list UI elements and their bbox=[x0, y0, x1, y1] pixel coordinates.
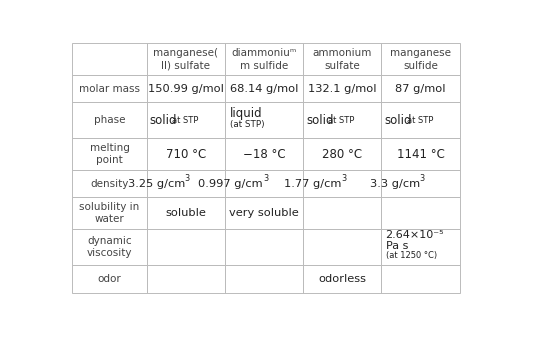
Text: 1.77 g/cm: 1.77 g/cm bbox=[284, 178, 341, 189]
Bar bbox=[381, 76, 460, 102]
Text: 3: 3 bbox=[185, 174, 190, 183]
Text: solid: solid bbox=[150, 114, 177, 127]
Text: solubility in
water: solubility in water bbox=[79, 202, 140, 224]
Text: odorless: odorless bbox=[318, 274, 366, 284]
Text: dynamic
viscosity: dynamic viscosity bbox=[87, 236, 132, 258]
Bar bbox=[225, 197, 303, 229]
Text: 68.14 g/mol: 68.14 g/mol bbox=[230, 84, 298, 94]
Text: molar mass: molar mass bbox=[79, 84, 140, 94]
Bar bbox=[225, 229, 303, 265]
Text: 3.25 g/cm: 3.25 g/cm bbox=[128, 178, 185, 189]
Text: odor: odor bbox=[98, 274, 121, 284]
Bar bbox=[225, 138, 303, 170]
Text: 0.997 g/cm: 0.997 g/cm bbox=[199, 178, 263, 189]
Text: 1141 °C: 1141 °C bbox=[396, 148, 444, 161]
Bar bbox=[303, 43, 381, 76]
Bar bbox=[381, 43, 460, 76]
Text: diammoniuᵐ
m sulfide: diammoniuᵐ m sulfide bbox=[232, 48, 296, 71]
Bar bbox=[381, 170, 460, 197]
Bar bbox=[146, 229, 225, 265]
Text: 87 g/mol: 87 g/mol bbox=[395, 84, 446, 94]
Text: manganese(
II) sulfate: manganese( II) sulfate bbox=[153, 48, 218, 71]
Bar bbox=[146, 102, 225, 138]
Bar bbox=[381, 197, 460, 229]
Bar bbox=[225, 170, 303, 197]
Text: 3.3 g/cm: 3.3 g/cm bbox=[370, 178, 420, 189]
Bar bbox=[146, 43, 225, 76]
Bar bbox=[225, 76, 303, 102]
Text: melting
point: melting point bbox=[90, 143, 129, 165]
Bar bbox=[73, 43, 146, 76]
Bar bbox=[146, 138, 225, 170]
Text: liquid: liquid bbox=[230, 107, 263, 119]
Text: 132.1 g/mol: 132.1 g/mol bbox=[308, 84, 377, 94]
Text: solid: solid bbox=[306, 114, 334, 127]
Text: Pa s: Pa s bbox=[385, 240, 408, 251]
Text: phase: phase bbox=[94, 115, 125, 125]
Text: 3: 3 bbox=[341, 174, 347, 183]
Text: 2.64×10⁻⁵: 2.64×10⁻⁵ bbox=[385, 230, 444, 240]
Bar bbox=[73, 197, 146, 229]
Bar bbox=[303, 138, 381, 170]
Bar bbox=[303, 102, 381, 138]
Text: density: density bbox=[90, 178, 129, 189]
Bar bbox=[73, 170, 146, 197]
Text: very soluble: very soluble bbox=[229, 208, 299, 218]
Bar bbox=[146, 265, 225, 293]
Bar bbox=[73, 229, 146, 265]
Text: 3: 3 bbox=[420, 174, 425, 183]
Text: (at 1250 °C): (at 1250 °C) bbox=[385, 251, 437, 260]
Text: (at STP): (at STP) bbox=[230, 120, 264, 129]
Text: 710 °C: 710 °C bbox=[165, 148, 206, 161]
Bar bbox=[146, 197, 225, 229]
Text: −18 °C: −18 °C bbox=[242, 148, 285, 161]
Bar bbox=[303, 229, 381, 265]
Text: 3: 3 bbox=[263, 174, 268, 183]
Text: at STP: at STP bbox=[407, 115, 433, 125]
Text: ammonium
sulfate: ammonium sulfate bbox=[312, 48, 372, 71]
Bar bbox=[225, 265, 303, 293]
Bar bbox=[225, 102, 303, 138]
Bar bbox=[225, 43, 303, 76]
Bar bbox=[381, 138, 460, 170]
Text: soluble: soluble bbox=[165, 208, 206, 218]
Text: at STP: at STP bbox=[329, 115, 355, 125]
Text: 280 °C: 280 °C bbox=[322, 148, 363, 161]
Bar bbox=[381, 102, 460, 138]
Bar bbox=[73, 76, 146, 102]
Text: solid: solid bbox=[385, 114, 412, 127]
Text: manganese
sulfide: manganese sulfide bbox=[390, 48, 451, 71]
Bar bbox=[146, 170, 225, 197]
Bar bbox=[303, 197, 381, 229]
Bar bbox=[73, 102, 146, 138]
Bar bbox=[381, 265, 460, 293]
Text: 150.99 g/mol: 150.99 g/mol bbox=[148, 84, 224, 94]
Bar bbox=[303, 170, 381, 197]
Bar bbox=[73, 138, 146, 170]
Bar bbox=[381, 229, 460, 265]
Text: at STP: at STP bbox=[172, 115, 198, 125]
Bar bbox=[73, 265, 146, 293]
Bar bbox=[303, 265, 381, 293]
Bar bbox=[146, 76, 225, 102]
Bar bbox=[303, 76, 381, 102]
